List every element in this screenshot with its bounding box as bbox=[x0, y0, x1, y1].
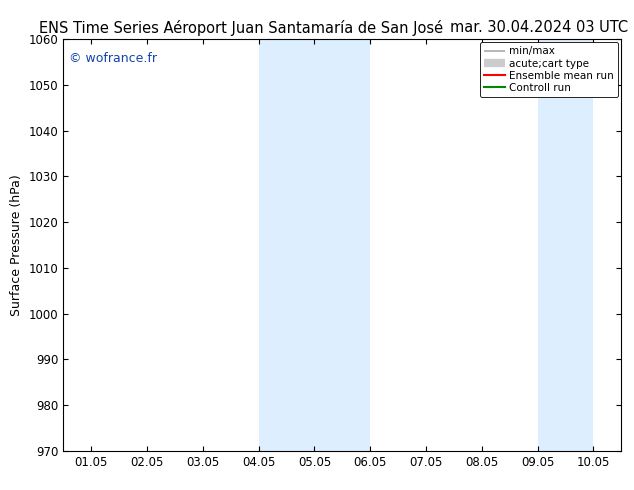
Y-axis label: Surface Pressure (hPa): Surface Pressure (hPa) bbox=[10, 174, 23, 316]
Bar bbox=[538, 39, 593, 451]
Bar bbox=[259, 39, 370, 451]
Text: © wofrance.fr: © wofrance.fr bbox=[69, 51, 157, 65]
Text: mar. 30.04.2024 03 UTC: mar. 30.04.2024 03 UTC bbox=[450, 20, 628, 35]
Text: ENS Time Series Aéroport Juan Santamaría de San José: ENS Time Series Aéroport Juan Santamaría… bbox=[39, 20, 443, 36]
Legend: min/max, acute;cart type, Ensemble mean run, Controll run: min/max, acute;cart type, Ensemble mean … bbox=[480, 42, 618, 97]
